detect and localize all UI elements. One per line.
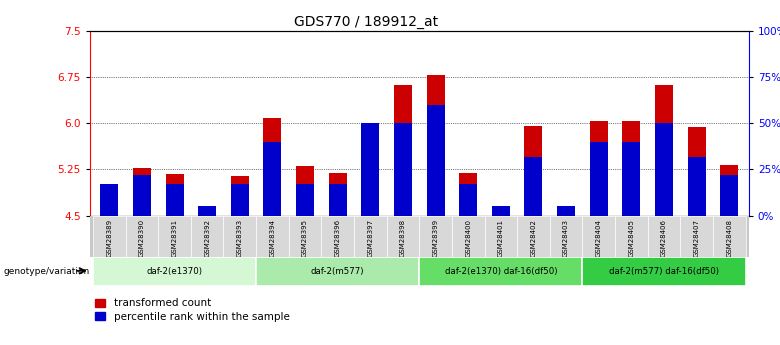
Bar bbox=[524, 126, 542, 216]
Bar bbox=[492, 206, 510, 216]
Bar bbox=[231, 176, 249, 216]
Bar bbox=[296, 184, 314, 216]
Text: GSM28406: GSM28406 bbox=[661, 219, 667, 257]
Text: daf-2(m577) daf-16(df50): daf-2(m577) daf-16(df50) bbox=[609, 267, 719, 276]
Bar bbox=[557, 206, 575, 216]
Bar bbox=[289, 216, 321, 257]
Title: GDS770 / 189912_at: GDS770 / 189912_at bbox=[295, 14, 438, 29]
Bar bbox=[492, 206, 510, 216]
Text: genotype/variation: genotype/variation bbox=[4, 267, 90, 276]
Text: GSM28392: GSM28392 bbox=[204, 219, 210, 257]
Bar bbox=[550, 216, 583, 257]
Bar bbox=[256, 257, 419, 286]
Text: GSM28397: GSM28397 bbox=[367, 219, 374, 257]
Text: GSM28389: GSM28389 bbox=[106, 219, 112, 257]
Text: GSM28402: GSM28402 bbox=[530, 219, 537, 257]
Bar bbox=[93, 257, 256, 286]
Bar bbox=[321, 216, 354, 257]
Bar bbox=[419, 216, 452, 257]
Bar bbox=[101, 184, 119, 216]
Text: GSM28391: GSM28391 bbox=[172, 219, 178, 257]
Bar bbox=[524, 157, 542, 216]
Bar bbox=[655, 124, 673, 216]
Bar bbox=[517, 216, 550, 257]
Legend: transformed count, percentile rank within the sample: transformed count, percentile rank withi… bbox=[95, 298, 289, 322]
Bar bbox=[354, 216, 387, 257]
Text: daf-2(e1370): daf-2(e1370) bbox=[147, 267, 203, 276]
Bar bbox=[264, 118, 282, 216]
Bar bbox=[361, 166, 379, 216]
Bar bbox=[256, 216, 289, 257]
Text: GSM28399: GSM28399 bbox=[433, 219, 438, 257]
Text: GSM28394: GSM28394 bbox=[269, 219, 275, 257]
Bar bbox=[198, 206, 216, 216]
Bar bbox=[655, 85, 673, 216]
Bar bbox=[688, 157, 706, 216]
Bar bbox=[622, 121, 640, 216]
Bar bbox=[557, 208, 575, 216]
Bar bbox=[713, 216, 746, 257]
Bar bbox=[126, 216, 158, 257]
Text: daf-2(m577): daf-2(m577) bbox=[311, 267, 364, 276]
Bar bbox=[296, 166, 314, 216]
Bar bbox=[165, 184, 183, 216]
Text: GSM28401: GSM28401 bbox=[498, 219, 504, 257]
Text: GSM28398: GSM28398 bbox=[400, 219, 406, 257]
Bar bbox=[688, 127, 706, 216]
Bar bbox=[427, 75, 445, 216]
Bar bbox=[224, 216, 256, 257]
Bar bbox=[583, 257, 746, 286]
Bar bbox=[590, 121, 608, 216]
Text: GSM28400: GSM28400 bbox=[465, 219, 471, 257]
Bar bbox=[427, 105, 445, 216]
Bar bbox=[459, 172, 477, 216]
Bar bbox=[484, 216, 517, 257]
Bar bbox=[647, 216, 680, 257]
Bar bbox=[387, 216, 419, 257]
Bar bbox=[720, 165, 738, 216]
Text: GSM28405: GSM28405 bbox=[629, 219, 634, 257]
Text: GSM28403: GSM28403 bbox=[563, 219, 569, 257]
Bar bbox=[133, 175, 151, 216]
Bar bbox=[452, 216, 484, 257]
Bar bbox=[459, 184, 477, 216]
Bar bbox=[231, 184, 249, 216]
Bar bbox=[394, 85, 412, 216]
Bar bbox=[328, 172, 346, 216]
Bar bbox=[419, 257, 583, 286]
Text: GSM28395: GSM28395 bbox=[302, 219, 308, 257]
Bar bbox=[158, 216, 191, 257]
Bar bbox=[165, 175, 183, 216]
Bar bbox=[615, 216, 647, 257]
Text: GSM28393: GSM28393 bbox=[237, 219, 243, 257]
Text: daf-2(e1370) daf-16(df50): daf-2(e1370) daf-16(df50) bbox=[445, 267, 557, 276]
Bar bbox=[720, 175, 738, 216]
Bar bbox=[328, 184, 346, 216]
Bar bbox=[361, 124, 379, 216]
Bar bbox=[680, 216, 713, 257]
Bar bbox=[191, 216, 224, 257]
Bar bbox=[198, 213, 216, 216]
Bar bbox=[101, 194, 119, 216]
Text: GSM28396: GSM28396 bbox=[335, 219, 341, 257]
Bar bbox=[394, 124, 412, 216]
Bar bbox=[264, 142, 282, 216]
Bar bbox=[590, 142, 608, 216]
Bar bbox=[622, 142, 640, 216]
Bar bbox=[583, 216, 615, 257]
Text: GSM28408: GSM28408 bbox=[726, 219, 732, 257]
Bar bbox=[133, 168, 151, 216]
Text: GSM28390: GSM28390 bbox=[139, 219, 145, 257]
Text: GSM28407: GSM28407 bbox=[693, 219, 700, 257]
Bar bbox=[93, 216, 126, 257]
Text: GSM28404: GSM28404 bbox=[596, 219, 601, 257]
